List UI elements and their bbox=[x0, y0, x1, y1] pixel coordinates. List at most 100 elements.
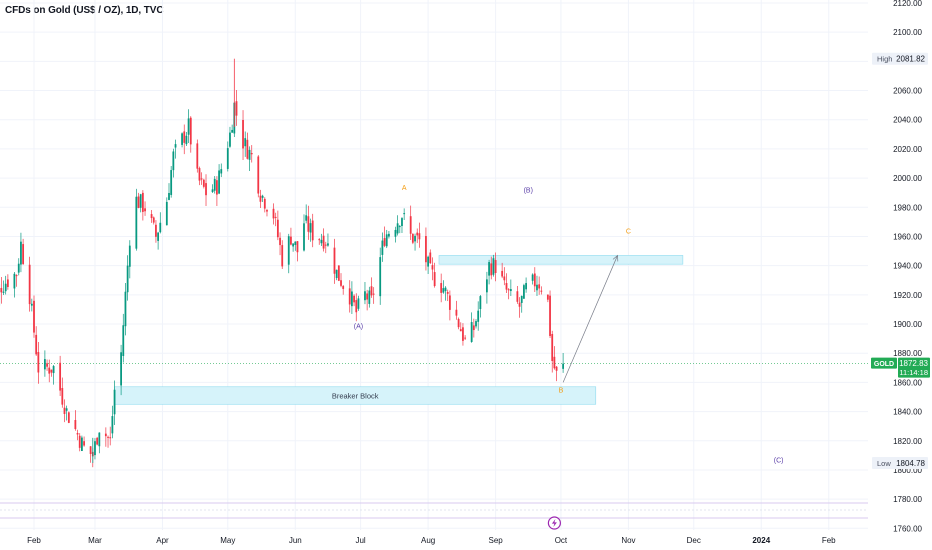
candle-body bbox=[318, 239, 321, 241]
candle-body bbox=[2, 291, 5, 293]
candle-body bbox=[196, 143, 199, 169]
lightning-icon-bolt bbox=[551, 519, 557, 527]
candle-body bbox=[250, 153, 253, 155]
candle-body bbox=[296, 241, 299, 253]
candle-body bbox=[235, 101, 238, 116]
candle-body bbox=[562, 363, 565, 369]
x-tick-label: 2024 bbox=[752, 536, 770, 545]
candle-body bbox=[137, 196, 140, 208]
candle-body bbox=[414, 235, 416, 242]
x-tick-label: May bbox=[220, 536, 235, 545]
candle-body bbox=[342, 286, 345, 289]
candle-body bbox=[261, 195, 264, 198]
candle-body bbox=[457, 318, 460, 328]
y-tick-label: 1900.00 bbox=[893, 320, 922, 329]
candle-body bbox=[429, 252, 432, 264]
candle-body bbox=[540, 290, 543, 292]
candle-body bbox=[242, 119, 244, 149]
candle-body bbox=[98, 432, 101, 447]
candle-body bbox=[20, 241, 22, 265]
y-tick-label: 1820.00 bbox=[893, 437, 922, 446]
candle-body bbox=[401, 218, 403, 227]
candle-body bbox=[364, 291, 366, 301]
candle-body bbox=[309, 223, 312, 233]
candle-body bbox=[523, 285, 525, 299]
candle-body bbox=[488, 262, 490, 276]
candle-body bbox=[126, 265, 129, 293]
candle-body bbox=[440, 283, 443, 293]
candle-body bbox=[385, 234, 388, 247]
candle-body bbox=[226, 148, 229, 169]
candle-body bbox=[433, 272, 436, 287]
candle-body bbox=[353, 295, 355, 303]
candle-body bbox=[13, 273, 16, 289]
wave-label: C bbox=[626, 229, 631, 236]
y-tick-label: 1940.00 bbox=[893, 262, 922, 271]
candle-body bbox=[418, 233, 421, 240]
candle-body bbox=[490, 263, 493, 276]
chart-title: CFDs on Gold (US$ / OZ), 1D, TVC bbox=[5, 5, 164, 16]
candle-body bbox=[294, 241, 297, 246]
candle-body bbox=[17, 263, 20, 273]
candle-body bbox=[536, 284, 538, 291]
candle-body bbox=[525, 283, 527, 290]
candle-body bbox=[37, 352, 40, 373]
candle-body bbox=[425, 236, 427, 263]
candle-body bbox=[83, 441, 85, 446]
y-tick-label: 2020.00 bbox=[893, 145, 922, 154]
candle-body bbox=[442, 288, 445, 293]
candle-body bbox=[30, 303, 33, 306]
candle-body bbox=[287, 236, 290, 265]
candle-body bbox=[78, 435, 81, 448]
candle-body bbox=[311, 220, 314, 241]
lightning-icon bbox=[547, 516, 561, 530]
candle-body bbox=[168, 193, 170, 200]
candle-body bbox=[355, 300, 358, 313]
candle-body bbox=[409, 216, 412, 234]
candle-body bbox=[220, 169, 223, 174]
low-badge-bg bbox=[872, 456, 928, 469]
candle-body bbox=[281, 245, 284, 267]
wave-label: (C) bbox=[774, 458, 784, 465]
candle-body bbox=[279, 237, 281, 246]
candle-body bbox=[366, 293, 369, 300]
candle-body bbox=[416, 232, 419, 236]
candle-body bbox=[0, 287, 3, 293]
candle-body bbox=[379, 257, 382, 297]
candle-body bbox=[211, 189, 214, 193]
candle-body bbox=[218, 170, 220, 194]
high-badge-value: 2081.82 bbox=[896, 55, 925, 64]
candle-body bbox=[470, 322, 473, 342]
candle-body bbox=[507, 289, 510, 291]
candle-body bbox=[357, 298, 360, 309]
candle-body bbox=[61, 388, 64, 405]
candle-body bbox=[551, 334, 554, 362]
candle-body bbox=[63, 407, 66, 414]
candle-body bbox=[263, 198, 266, 209]
candle-body bbox=[144, 208, 146, 212]
candle-body bbox=[518, 302, 521, 307]
candle-body bbox=[553, 356, 556, 369]
candle-body bbox=[403, 213, 406, 215]
symbol-badge-text: GOLD bbox=[874, 361, 894, 368]
candle-body bbox=[124, 291, 127, 327]
y-tick-label: 1920.00 bbox=[893, 291, 922, 300]
candle-body bbox=[333, 247, 336, 274]
candles bbox=[0, 89, 565, 468]
candle-body bbox=[322, 235, 325, 249]
low-badge: Low 1804.78 bbox=[872, 456, 928, 469]
y-tick-label: 1960.00 bbox=[893, 232, 922, 241]
zone-label: Breaker Block bbox=[332, 392, 379, 401]
projection-arrow bbox=[562, 255, 618, 383]
candle-body bbox=[472, 325, 475, 331]
candle-body bbox=[340, 280, 342, 286]
candle-body bbox=[81, 437, 83, 452]
x-tick-label: Nov bbox=[621, 536, 635, 545]
x-tick-label: Sep bbox=[488, 536, 503, 545]
candle-body bbox=[274, 216, 277, 218]
candle-body bbox=[411, 233, 414, 243]
candle-body bbox=[351, 291, 353, 307]
candle-body bbox=[324, 244, 327, 246]
candle-body bbox=[28, 264, 31, 305]
